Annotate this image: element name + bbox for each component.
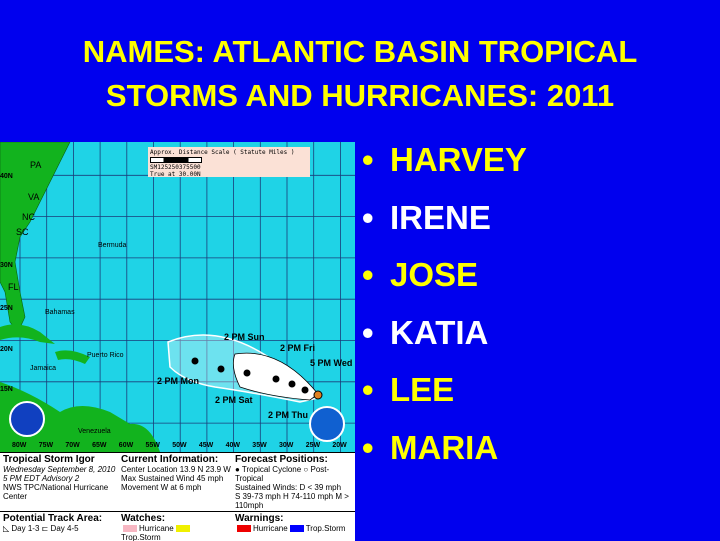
bullet: • (362, 141, 374, 178)
lon-label: 25W (305, 442, 321, 449)
storm-name: KATIA (390, 313, 489, 351)
lon-label: 30W (279, 442, 294, 449)
lon-label: 75W (38, 442, 54, 449)
storm-advisory: 5 PM EDT Advisory 2 (3, 474, 80, 483)
watch-hurricane-swatch (123, 525, 137, 533)
forecast-winds: Sustained Winds: D < 39 mph (235, 483, 342, 492)
storm-info: Tropical Storm Igor Wednesday September … (3, 454, 117, 501)
bullet: • (362, 313, 374, 351)
storm-center: NWS TPC/National Hurricane Center (3, 483, 109, 501)
forecast-label: 2 PM Fri (280, 343, 316, 353)
warnings-heading: Warnings: (235, 513, 284, 524)
slide-title: NAMES: ATLANTIC BASIN TROPICAL STORMS AN… (0, 30, 720, 118)
lon-label: 80W (12, 442, 27, 449)
current-info: Current Information: Center Location 13.… (121, 454, 231, 492)
warning-storm: Trop.Storm (305, 524, 346, 533)
track-legend: Potential Track Area: ◺ Day 1-3 ⊏ Day 4-… (3, 513, 103, 533)
storm-name: JOSE (390, 256, 479, 294)
storm-name-list: • HARVEY • IRENE • JOSE • KATIA • LEE • MARIA (362, 138, 527, 484)
place-label: FL (8, 282, 19, 292)
track-day45: Day 4-5 (50, 524, 79, 533)
current-wind: Max Sustained Wind 45 mph (121, 474, 224, 483)
watches-heading: Watches: (121, 513, 166, 524)
lat-label: 15N (0, 386, 13, 393)
place-label: SC (16, 227, 29, 237)
lon-label: 60W (118, 442, 134, 449)
forecast-info: Forecast Positions: ● Tropical Cyclone ○… (235, 454, 349, 510)
distance-scale: Approx. Distance Scale ( Statute Miles )… (148, 147, 310, 178)
watch-storm: Trop.Storm (121, 533, 161, 541)
current-heading: Current Information: (121, 454, 219, 465)
place-label: PA (30, 160, 42, 170)
watch-storm-swatch (175, 525, 190, 533)
title-line-1: NAMES: ATLANTIC BASIN TROPICAL (82, 34, 638, 69)
title-line-2: STORMS AND HURRICANES: 2011 (105, 78, 615, 113)
current-location: Center Location 13.9 N 23.9 W (121, 465, 231, 474)
lon-label: 55W (145, 442, 160, 449)
legend-divider (0, 511, 355, 512)
list-item: • LEE (362, 368, 527, 426)
scale-note: True at 30.00N (150, 171, 201, 178)
lon-label: 40W (225, 442, 240, 449)
forecast-categories: S 39-73 mph H 74-110 mph M > 110mph (235, 492, 349, 510)
storm-date: Wednesday September 8, 2010 (3, 465, 116, 474)
storm-name: Tropical Storm Igor (3, 454, 95, 465)
forecast-label: 2 PM Sun (224, 332, 265, 342)
scale-ticks: SM125250375500 (150, 164, 201, 171)
bullet: • (362, 256, 374, 294)
hurricane-track-map: Approx. Distance Scale ( Statute Miles )… (0, 133, 355, 540)
bullet: • (362, 428, 374, 466)
list-item: • HARVEY (362, 138, 527, 196)
lat-label: 20N (0, 346, 13, 353)
forecast-label: 2 PM Sat (215, 395, 253, 405)
watches-legend: Watches: HurricaneTrop.Storm (121, 513, 231, 541)
warning-hurricane-swatch (237, 525, 251, 533)
forecast-label: 2 PM Thu (268, 410, 308, 420)
forecast-label: 2 PM Mon (157, 376, 199, 386)
lon-label: 50W (172, 442, 187, 449)
storm-name: HARVEY (390, 141, 527, 178)
list-item: • IRENE (362, 196, 527, 254)
track-day13: Day 1-3 (11, 524, 40, 533)
storm-name: LEE (390, 371, 455, 409)
place-label: Puerto Rico (87, 352, 124, 359)
place-label: NC (22, 212, 35, 222)
storm-name: MARIA (390, 428, 499, 466)
forecast-types: Tropical Cyclone ○ Post-Tropical (235, 465, 330, 483)
lat-label: 30N (0, 262, 13, 269)
warnings-legend: Warnings: Hurricane Trop.Storm (235, 513, 353, 533)
bullet: • (362, 371, 374, 409)
lat-label: 25N (0, 305, 13, 312)
lon-label: 65W (92, 442, 107, 449)
current-movement: Movement W at 6 mph (121, 483, 202, 492)
place-label: Venezuela (78, 428, 111, 435)
list-item: • KATIA (362, 311, 527, 369)
list-item: • MARIA (362, 426, 527, 484)
forecast-label: 5 PM Wed (310, 358, 353, 368)
lat-label: 40N (0, 173, 13, 180)
map-image (0, 133, 355, 452)
place-label: Jamaica (30, 365, 57, 372)
list-item: • JOSE (362, 253, 527, 311)
place-label: VA (28, 192, 40, 202)
watch-hurricane: Hurricane (139, 524, 174, 533)
forecast-heading: Forecast Positions: (235, 454, 328, 465)
bullet: • (362, 198, 374, 236)
warning-storm-swatch (289, 525, 304, 533)
lon-label: 70W (65, 442, 80, 449)
place-label: Bahamas (45, 309, 75, 316)
scale-bar (150, 157, 202, 163)
scale-title: Approx. Distance Scale ( Statute Miles ) (150, 149, 295, 156)
storm-name: IRENE (390, 198, 491, 236)
lon-label: 35W (252, 442, 267, 449)
place-label: Bermuda (98, 242, 127, 249)
lon-label: 20W (332, 442, 347, 449)
lon-label: 45W (198, 442, 214, 449)
map-legend: Tropical Storm Igor Wednesday September … (0, 452, 355, 541)
warning-hurricane: Hurricane (253, 524, 288, 533)
track-heading: Potential Track Area: (3, 513, 103, 524)
